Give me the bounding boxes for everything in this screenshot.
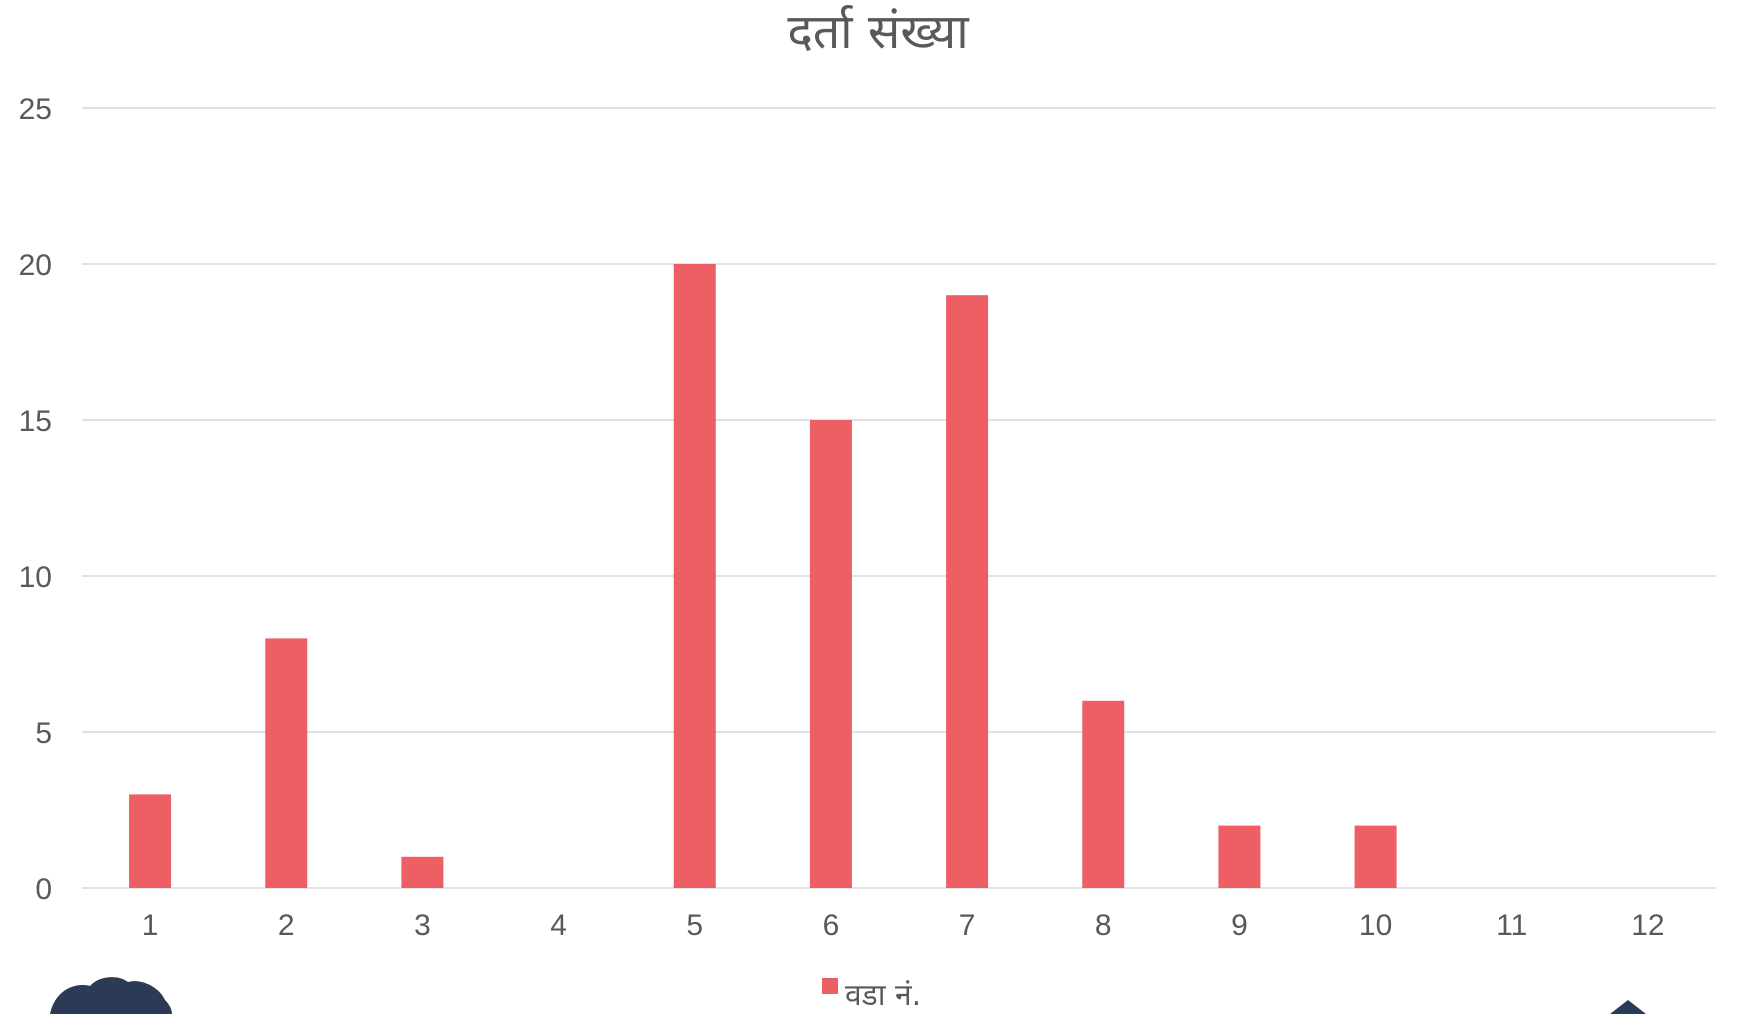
bar-3 [401, 856, 444, 888]
x-tick-label: 7 [959, 909, 976, 942]
mountain-logo-icon [1610, 1000, 1646, 1014]
x-tick-label: 3 [414, 909, 431, 942]
x-tick-label: 5 [686, 909, 703, 942]
legend-label: वडा नं. [845, 978, 921, 1013]
y-tick-label: 5 [35, 717, 52, 750]
x-tick-label: 4 [550, 909, 567, 942]
y-axis-ticks: 0 5 10 15 20 25 [19, 93, 52, 906]
bar-9 [1218, 825, 1261, 888]
bar-6 [809, 420, 852, 888]
tree-logo-icon [50, 977, 172, 1014]
bar-5 [673, 264, 716, 888]
x-tick-label: 9 [1231, 909, 1248, 942]
x-tick-label: 1 [142, 909, 159, 942]
chart-title: दर्ता संख्या [787, 4, 970, 60]
bar-8 [1082, 700, 1125, 888]
x-tick-label: 2 [278, 909, 295, 942]
y-tick-label: 20 [19, 249, 52, 282]
y-tick-label: 10 [19, 561, 52, 594]
legend-swatch [822, 978, 838, 994]
y-tick-label: 25 [19, 93, 52, 126]
bar-10 [1354, 825, 1397, 888]
decorative-logos [50, 977, 1646, 1014]
legend: वडा नं. [822, 978, 921, 1013]
bar-1 [129, 794, 172, 888]
x-axis-ticks: 1 2 3 4 5 6 7 8 9 10 11 12 [142, 909, 1665, 942]
y-tick-label: 15 [19, 405, 52, 438]
gridlines [82, 107, 1716, 889]
x-tick-label: 11 [1496, 909, 1527, 942]
bars [129, 264, 1397, 888]
x-tick-label: 10 [1359, 909, 1392, 942]
bar-2 [265, 638, 308, 888]
y-tick-label: 0 [35, 873, 52, 906]
bar-7 [946, 295, 989, 888]
x-tick-label: 8 [1095, 909, 1112, 942]
x-tick-label: 6 [823, 909, 840, 942]
x-tick-label: 12 [1631, 909, 1664, 942]
